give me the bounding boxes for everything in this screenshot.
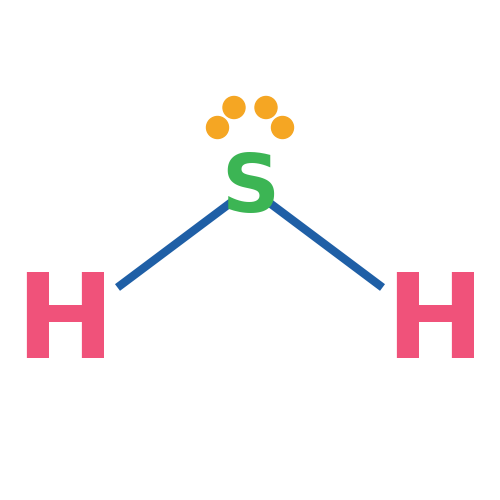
Text: S: S [221, 151, 279, 229]
Text: H: H [386, 268, 484, 382]
Circle shape [272, 116, 293, 138]
Circle shape [206, 116, 229, 138]
Circle shape [223, 96, 245, 118]
Circle shape [255, 96, 277, 118]
Text: H: H [16, 268, 114, 382]
